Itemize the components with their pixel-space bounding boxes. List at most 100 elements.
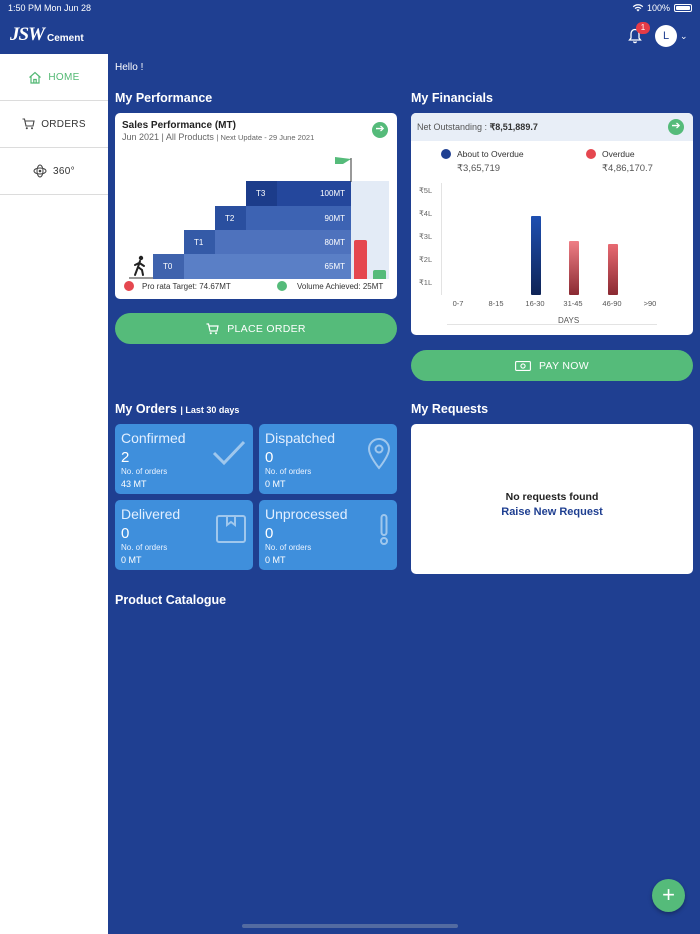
about-overdue-dot [441,149,451,159]
bar-31-45 [569,241,579,295]
order-tile-unprocessed[interactable]: Unprocessed 0 No. of orders 0 MT [259,500,397,570]
bar-16-30 [531,216,541,295]
outstanding-value: ₹8,51,889.7 [489,122,538,132]
main-content: Hello ! My Performance Sales Performance… [108,54,700,934]
place-order-button[interactable]: PLACE ORDER [115,313,397,344]
x-tick: 16-30 [525,299,545,308]
y-axis [441,183,442,295]
order-tile-confirmed[interactable]: Confirmed 2 No. of orders 43 MT [115,424,253,494]
app-header: JSW Cement 1 L ⌄ [0,16,700,54]
tile-title: Dispatched [265,430,336,446]
achieved-legend: Volume Achieved: 25MT [297,282,384,291]
overdue-dot [586,149,596,159]
requests-card: No requests found Raise New Request [411,424,693,574]
card-title: Sales Performance (MT) [122,120,236,131]
exclamation-icon [380,514,388,545]
order-tile-delivered[interactable]: Delivered 0 No. of orders 0 MT [115,500,253,570]
tile-count: 0 [265,449,274,466]
cash-icon [515,360,531,371]
tile-count: 2 [121,449,130,466]
tier-t1-label: T1 [194,238,204,247]
raise-request-link[interactable]: Raise New Request [501,506,603,518]
orders-subtitle: | Last 30 days [180,405,240,415]
360-icon [33,164,47,178]
cart-icon [206,322,219,334]
period-text: Jun 2021 | All Products [122,132,214,142]
tier-t0-box [153,254,184,279]
sidebar-item-360[interactable]: 360° [0,148,108,195]
orders-title: My Orders | Last 30 days [115,402,239,416]
sidebar-item-label: 360° [53,165,75,177]
box-icon [216,515,246,543]
tile-title: Unprocessed [265,506,348,522]
financials-card: Net Outstanding : ₹8,51,889.7 ➔ About to… [411,113,693,335]
home-indicator [242,924,458,928]
financials-title: My Financials [411,91,493,105]
arrow-right-icon[interactable]: ➔ [372,122,388,138]
overdue-legend: Overdue ₹4,86,170.7 [602,149,653,174]
avatar[interactable]: L [655,25,677,47]
tier-target: 80MT [324,238,345,247]
pro-rata-legend: Pro rata Target: 74.67MT [142,282,231,291]
requests-title: My Requests [411,402,489,416]
no-requests-text: No requests found [505,491,599,503]
y-tick: ₹4L [419,209,433,218]
sales-performance-card: Sales Performance (MT) Jun 2021 | All Pr… [115,113,397,299]
notification-badge: 1 [636,22,650,34]
catalogue-title: Product Catalogue [115,593,227,607]
outstanding-text: Net Outstanding : ₹8,51,889.7 [417,122,538,133]
bar-46-90 [608,244,618,295]
sidebar: HOME ORDERS 360° [0,54,108,934]
y-tick: ₹2L [419,255,433,264]
add-button[interactable]: + [652,879,685,912]
plus-icon: + [662,882,675,907]
x-tick: >90 [643,299,657,308]
x-tick: 0-7 [452,299,464,308]
sidebar-item-orders[interactable]: ORDERS [0,101,108,148]
flag-icon [335,157,352,182]
legend-amount: ₹4,86,170.7 [602,163,653,174]
home-icon [29,71,42,84]
ground-line [129,277,153,279]
update-text: | Next Update - 29 June 2021 [216,133,315,142]
tier-t0-label: T0 [163,262,173,271]
achieved-bar [373,270,386,279]
sidebar-item-label: HOME [48,71,80,83]
scroll-track[interactable] [447,324,657,325]
legend-amount: ₹3,65,719 [457,163,501,174]
legend-name: About to Overdue [457,149,524,159]
location-pin-icon [367,438,391,470]
cart-icon [22,118,35,130]
sidebar-item-label: ORDERS [41,118,86,130]
order-tile-dispatched[interactable]: Dispatched 0 No. of orders 0 MT [259,424,397,494]
tile-mt: 0 MT [265,555,286,565]
y-tick: ₹5L [419,186,433,195]
pay-now-label: PAY NOW [539,359,589,372]
tile-count-label: No. of orders [265,543,312,552]
tile-count-label: No. of orders [265,467,312,476]
about-overdue-legend: About to Overdue ₹3,65,719 [457,149,524,174]
tier-target: 90MT [324,214,345,223]
performance-title: My Performance [115,91,213,105]
place-order-label: PLACE ORDER [227,322,306,335]
tier-t2-label: T2 [225,214,235,223]
outstanding-header: Net Outstanding : ₹8,51,889.7 ➔ [411,113,693,141]
tier-t1-box [184,230,215,254]
x-tick: 31-45 [563,299,583,308]
chevron-down-icon[interactable]: ⌄ [680,31,688,41]
orders-title-text: My Orders [115,402,177,416]
check-icon [212,440,246,466]
tile-title: Confirmed [121,430,186,446]
brand-logo[interactable]: JSW Cement [10,24,84,46]
pay-now-button[interactable]: PAY NOW [411,350,693,381]
tier-t2-box [215,206,246,230]
wifi-icon [632,4,644,12]
status-bar: 1:50 PM Mon Jun 28 100% [0,0,700,16]
x-axis-label: DAYS [558,316,580,325]
tile-count-label: No. of orders [121,543,168,552]
tier-target: 100MT [320,189,345,198]
tile-count: 0 [121,525,130,542]
battery-icon [674,4,692,12]
arrow-right-icon[interactable]: ➔ [668,119,684,135]
sidebar-item-home[interactable]: HOME [0,54,108,101]
